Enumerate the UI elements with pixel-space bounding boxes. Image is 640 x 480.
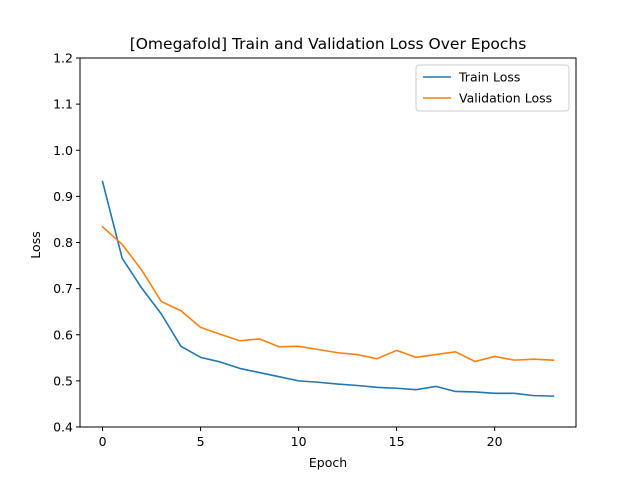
y-tick-label: 1.0 — [53, 143, 73, 158]
legend-entry-label: Train Loss — [458, 70, 520, 85]
y-tick-label: 0.5 — [53, 373, 73, 388]
x-tick-label: 5 — [197, 434, 205, 449]
legend: Train Loss Validation Loss — [415, 64, 570, 112]
legend-box — [415, 64, 570, 112]
y-tick-label: 0.7 — [53, 281, 73, 296]
series-line-validation-loss — [101, 225, 555, 363]
x-axis-label: Epoch — [309, 455, 347, 470]
y-tick-label: 0.6 — [53, 327, 73, 342]
x-tick-label: 15 — [389, 434, 405, 449]
legend-entry-label: Validation Loss — [459, 91, 552, 106]
y-axis: 0.4 0.5 0.6 0.7 0.8 0.9 1.0 1.1 1.2 — [53, 51, 80, 435]
x-tick-label: 0 — [99, 434, 107, 449]
x-tick-label: 20 — [487, 434, 503, 449]
y-tick-label: 1.2 — [53, 51, 73, 66]
y-tick-label: 0.8 — [53, 235, 73, 250]
y-tick-label: 0.4 — [53, 420, 73, 435]
chart-title: [Omegafold] Train and Validation Loss Ov… — [130, 35, 527, 53]
y-axis-label: Loss — [28, 231, 43, 258]
series-layer — [101, 180, 555, 397]
x-axis: 0 5 10 15 20 — [99, 427, 503, 449]
x-tick-label: 10 — [291, 434, 307, 449]
y-tick-label: 1.1 — [53, 97, 73, 112]
y-tick-label: 0.9 — [53, 189, 73, 204]
series-line-train-loss — [101, 180, 555, 397]
